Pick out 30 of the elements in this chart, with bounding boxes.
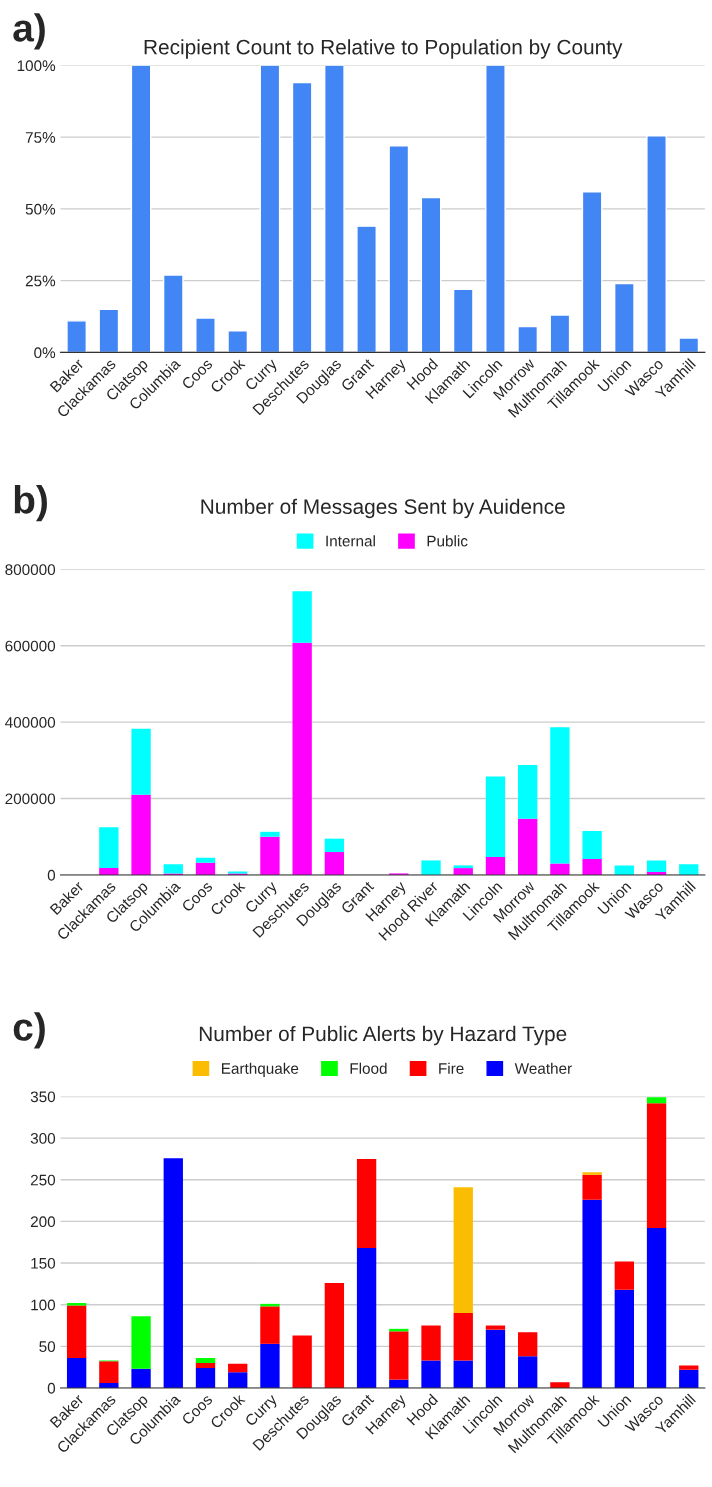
chart-title: Number of Public Alerts by Hazard Type xyxy=(199,1025,567,1046)
y-tick-label: 100 xyxy=(31,1299,56,1311)
legend-label: Fire xyxy=(439,1062,464,1074)
legend-label: Weather xyxy=(514,1062,572,1074)
chart-title: Recipient Count to Relative to Population by County xyxy=(144,39,623,59)
y-tick-label: 25% xyxy=(25,275,56,287)
y-tick-label: 150 xyxy=(31,1257,56,1269)
legend-label: Flood xyxy=(350,1062,387,1074)
y-tick-label: 200 xyxy=(30,1216,56,1228)
y-tick-label: 0 xyxy=(47,1382,56,1394)
y-tick-label: 75% xyxy=(25,132,56,143)
y-tick-label: 250 xyxy=(30,1174,56,1186)
y-tick-label: 400000 xyxy=(5,717,56,728)
y-tick-label: 0 xyxy=(47,869,56,881)
y-tick-label: 600000 xyxy=(5,640,56,652)
legend-label: Public xyxy=(427,535,468,547)
y-tick-label: 800000 xyxy=(5,564,56,576)
legend-label: Internal xyxy=(326,535,375,547)
chart-title: Number of Messages Sent by Auidence xyxy=(201,498,565,519)
text: b) xyxy=(14,485,47,522)
y-tick-label: 50% xyxy=(25,203,56,215)
y-tick-label: 100% xyxy=(17,60,56,72)
y-tick-label: 200000 xyxy=(5,793,56,805)
y-tick-label: 0% xyxy=(34,347,56,359)
legend-label: Earthquake xyxy=(222,1062,299,1077)
y-tick-label: 350 xyxy=(30,1091,56,1103)
text: a) xyxy=(13,13,45,50)
text: c) xyxy=(13,1012,45,1049)
y-tick-label: 300 xyxy=(30,1133,56,1144)
y-tick-label: 50 xyxy=(39,1341,56,1353)
